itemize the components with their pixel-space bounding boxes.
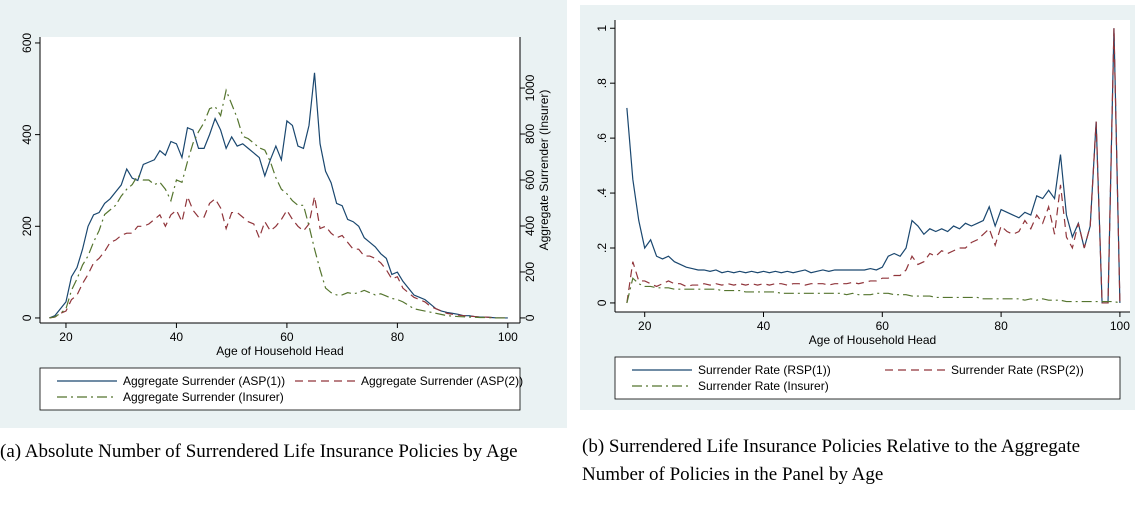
x-axis-title: Age of Household Head: [809, 333, 936, 347]
y2-tick-label: 600: [523, 170, 537, 190]
y-tick-label: 400: [20, 124, 34, 144]
legend-label: Aggregate Surrender (Insurer): [123, 390, 284, 404]
y-tick-label: 200: [20, 216, 34, 236]
y-tick-label: 600: [20, 33, 34, 53]
y2-tick-label: 1000: [523, 74, 537, 101]
legend-label: Surrender Rate (Insurer): [698, 379, 829, 393]
series-line: [49, 72, 508, 319]
series-line: [626, 28, 1121, 304]
series-line: [626, 28, 1121, 304]
x-tick-label: 40: [757, 319, 771, 333]
plot-area: [40, 37, 520, 323]
x-tick-label: 60: [280, 330, 294, 344]
plot-area: [615, 20, 1130, 312]
x-tick-label: 60: [876, 319, 890, 333]
x-axis-title: Age of Household Head: [216, 344, 343, 358]
y-tick-label: .6: [595, 133, 609, 143]
y-tick-label: 0: [20, 314, 34, 321]
x-tick-label: 80: [391, 330, 405, 344]
caption: (a) Absolute Number of Surrendered Life …: [0, 441, 518, 462]
legend-box: [39, 367, 521, 411]
series-line: [626, 277, 1121, 304]
x-tick-label: 80: [994, 319, 1008, 333]
y-tick-label: .2: [595, 243, 609, 253]
legend-label: Surrender Rate (RSP(2)): [951, 363, 1084, 377]
y2-tick-label: 0: [523, 314, 537, 321]
y2-axis-title: Aggregate Surrender (Insurer): [537, 90, 551, 251]
legend-label: Aggregate Surrender (ASP(2)): [361, 374, 523, 388]
x-tick-label: 100: [1110, 319, 1130, 333]
legend-label: Surrender Rate (RSP(1)): [698, 363, 831, 377]
y-tick-label: 0: [595, 299, 609, 306]
x-tick-label: 20: [59, 330, 73, 344]
series-line: [49, 88, 508, 319]
legend-box: [614, 356, 1121, 400]
series-line: [49, 194, 508, 319]
y-tick-label: .8: [595, 78, 609, 88]
y-tick-label: .4: [595, 188, 609, 198]
y2-tick-label: 200: [523, 262, 537, 282]
x-tick-label: 20: [638, 319, 652, 333]
x-tick-label: 40: [170, 330, 184, 344]
y2-tick-label: 400: [523, 216, 537, 236]
caption: (b) Surrendered Life Insurance Policies …: [582, 436, 1081, 485]
y2-tick-label: 800: [523, 124, 537, 144]
legend-label: Aggregate Surrender (ASP(1)): [123, 374, 285, 388]
y-tick-label: 1: [595, 25, 609, 32]
x-tick-label: 100: [498, 330, 518, 344]
